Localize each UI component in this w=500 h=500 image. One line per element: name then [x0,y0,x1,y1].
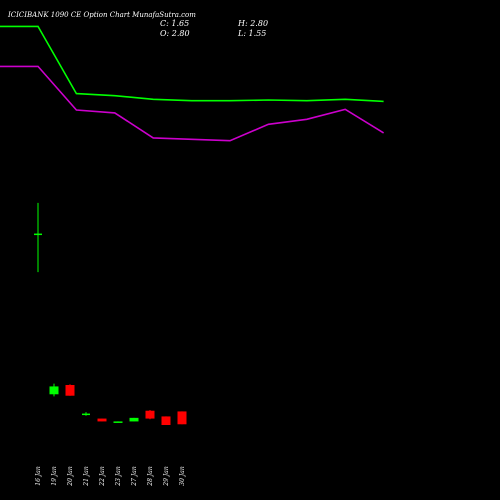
candle-body [161,416,171,425]
high-readout: H: 2.80 [237,19,268,28]
x-tick-label: 29 Jan [163,466,170,487]
x-tick-label: 23 Jan [115,466,122,487]
chart-title: ICICIBANK 1090 CE Option Chart MunafaSut… [7,11,196,19]
x-tick-label: 22 Jan [99,466,106,487]
candle [65,384,75,396]
x-tick-label: 30 Jan [179,466,186,486]
line-series-1 [0,65,385,142]
candle [49,383,59,397]
line-series-0 [0,25,384,103]
candle [129,417,139,422]
candle [82,412,90,416]
x-tick-label: 19 Jan [51,466,58,486]
x-axis-ticks: 16 Jan 19 Jan 20 Jan 21 Jan 22 Jan 23 Jan 27 J… [35,466,186,487]
candle [161,416,171,425]
x-tick-label: 20 Jan [67,466,74,487]
close-readout: C: 1.65 [160,19,189,28]
candle [113,421,123,423]
candle [145,410,155,420]
candle-body [34,233,42,236]
candle-body [97,418,107,422]
candle-body [145,410,155,419]
candle [177,411,187,425]
candle [97,418,107,422]
x-tick-label: 28 Jan [147,466,154,487]
candle-body [82,413,90,416]
candle-body [113,421,123,423]
moving-average-lines [0,25,385,142]
x-tick-label: 16 Jan [35,466,42,486]
candle-body [177,411,187,425]
open-readout: O: 2.80 [160,29,190,38]
candle-body [129,417,139,422]
candle-body [65,385,75,396]
x-tick-label: 27 Jan [131,466,138,487]
candles [34,202,187,425]
x-tick-label: 21 Jan [83,466,90,487]
low-readout: L: 1.55 [237,29,266,38]
candle [34,202,42,273]
candle-body [49,386,59,395]
